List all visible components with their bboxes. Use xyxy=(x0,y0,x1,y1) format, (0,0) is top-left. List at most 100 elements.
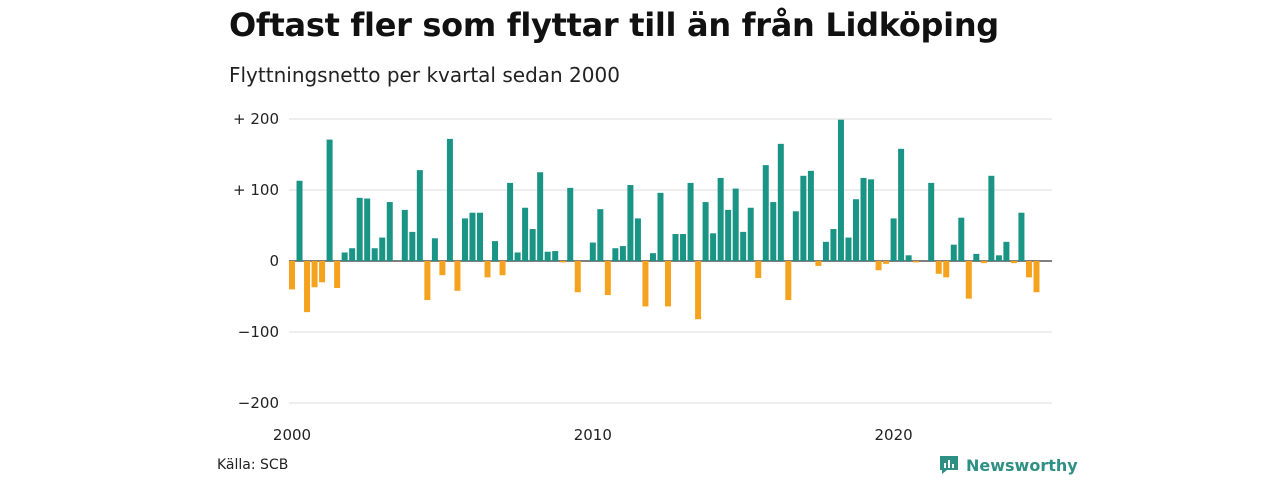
bar xyxy=(454,261,461,291)
bar xyxy=(928,182,935,261)
bar xyxy=(943,261,950,278)
bar xyxy=(822,241,829,261)
x-tick-label: 2000 xyxy=(273,426,311,444)
y-tick-label: 0 xyxy=(269,252,279,270)
bar xyxy=(785,261,792,301)
y-tick-label: −100 xyxy=(238,323,279,341)
chart-title: Oftast fler som flyttar till än från Lid… xyxy=(229,6,999,44)
bar xyxy=(687,182,694,261)
bar xyxy=(875,261,882,271)
bar xyxy=(499,261,506,276)
y-axis-labels: + 200 + 100 0 −100 −200 xyxy=(233,110,279,412)
bar xyxy=(837,119,844,262)
bar xyxy=(898,148,905,261)
bar xyxy=(777,143,784,261)
bar xyxy=(477,212,483,261)
chart-subtitle: Flyttningsnetto per kvartal sedan 2000 xyxy=(229,63,620,87)
bar xyxy=(326,139,333,261)
bar xyxy=(529,229,536,261)
bar xyxy=(416,170,423,261)
bar xyxy=(379,237,386,261)
bar xyxy=(657,192,664,261)
bar xyxy=(484,261,491,278)
bar xyxy=(401,209,408,261)
bar xyxy=(304,261,311,313)
bar xyxy=(860,177,867,261)
bar xyxy=(627,185,634,261)
bar xyxy=(296,180,303,261)
bar xyxy=(958,217,965,261)
bar xyxy=(612,248,619,261)
x-tick-label: 2010 xyxy=(574,426,612,444)
bar xyxy=(1033,261,1040,293)
bar xyxy=(289,261,295,290)
bar xyxy=(868,179,875,261)
bar xyxy=(1018,212,1025,261)
bar xyxy=(409,231,416,261)
bar xyxy=(680,234,687,261)
bar xyxy=(619,246,626,261)
bar xyxy=(469,212,476,261)
bar xyxy=(559,261,566,263)
x-axis-labels: 2000 2010 2020 xyxy=(273,426,913,444)
bar xyxy=(424,261,431,301)
bar xyxy=(913,261,920,263)
bar xyxy=(507,182,514,261)
bar xyxy=(950,244,957,261)
bar xyxy=(1003,241,1010,261)
bar xyxy=(544,251,551,261)
bar xyxy=(514,252,521,261)
bar xyxy=(492,241,499,261)
bar xyxy=(552,251,559,261)
bar xyxy=(702,202,709,261)
bar xyxy=(725,209,732,261)
bar xyxy=(845,237,852,261)
bar xyxy=(634,218,641,261)
bar xyxy=(604,261,611,296)
bar xyxy=(364,198,371,261)
source-label: Källa: SCB xyxy=(217,457,289,473)
bar xyxy=(710,233,717,261)
bar xyxy=(935,261,942,274)
bar xyxy=(537,172,544,261)
bar xyxy=(1025,261,1032,278)
bar xyxy=(446,138,453,261)
bar xyxy=(642,261,649,307)
bar xyxy=(672,234,679,261)
bar xyxy=(980,261,987,264)
bar xyxy=(973,253,980,261)
bar xyxy=(905,255,912,261)
bar xyxy=(386,202,393,261)
bar xyxy=(800,175,807,261)
bar xyxy=(815,261,822,266)
bar xyxy=(1010,261,1017,264)
x-tick-label: 2020 xyxy=(875,426,913,444)
bar-chart: + 200 + 100 0 −100 −200 2000 2010 2020 xyxy=(233,110,1052,444)
bar xyxy=(439,261,446,276)
bar xyxy=(830,229,837,261)
bars xyxy=(289,119,1040,320)
bar xyxy=(574,261,581,293)
brand-logo: Newsworthy xyxy=(938,454,1078,476)
bar xyxy=(695,261,702,320)
bar xyxy=(770,202,777,261)
bar xyxy=(334,261,341,288)
bar xyxy=(792,211,799,261)
bar xyxy=(567,187,574,261)
bar xyxy=(747,207,754,261)
bar xyxy=(649,253,656,261)
bar xyxy=(853,199,859,261)
y-tick-label: + 100 xyxy=(233,181,279,199)
bar xyxy=(740,231,747,261)
bar xyxy=(311,261,318,288)
bar xyxy=(522,207,529,261)
bar xyxy=(755,261,762,279)
y-tick-label: + 200 xyxy=(233,110,279,128)
bar xyxy=(717,177,724,261)
bar xyxy=(371,248,378,261)
bar xyxy=(431,238,438,261)
brand-name: Newsworthy xyxy=(966,455,1078,475)
bar xyxy=(883,261,890,264)
bar xyxy=(356,197,363,261)
bar xyxy=(988,175,995,261)
